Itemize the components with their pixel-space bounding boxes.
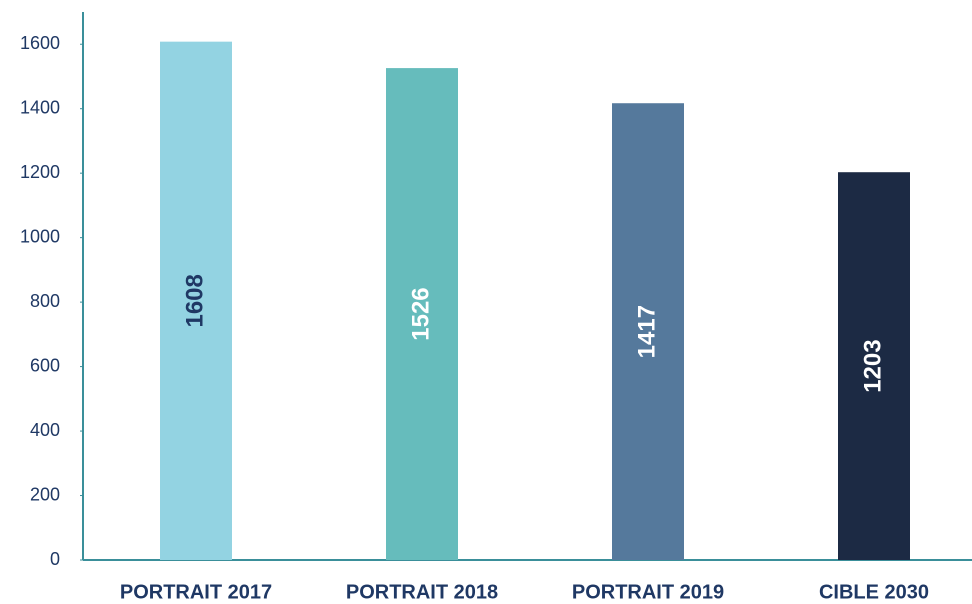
data-label: 1203 xyxy=(859,339,886,392)
data-label: 1417 xyxy=(633,305,660,358)
y-tick-label: 1000 xyxy=(20,226,60,246)
y-tick-label: 200 xyxy=(30,484,60,504)
x-tick-label: PORTRAIT 2018 xyxy=(346,581,498,603)
y-tick-label: 600 xyxy=(30,355,60,375)
data-label: 1526 xyxy=(407,287,434,340)
x-tick-label: CIBLE 2030 xyxy=(819,581,929,603)
bar xyxy=(838,172,910,560)
y-tick-label: 400 xyxy=(30,420,60,440)
y-tick-label: 1400 xyxy=(20,97,60,117)
x-tick-label: PORTRAIT 2019 xyxy=(572,581,724,603)
x-tick-label: PORTRAIT 2017 xyxy=(120,581,272,603)
bar xyxy=(160,41,232,560)
y-tick-label: 1600 xyxy=(20,33,60,53)
y-tick-label: 800 xyxy=(30,291,60,311)
y-tick-label: 0 xyxy=(50,549,60,569)
bar xyxy=(386,68,458,560)
data-label: 1608 xyxy=(181,274,208,327)
y-tick-label: 1200 xyxy=(20,162,60,182)
bar xyxy=(612,103,684,560)
